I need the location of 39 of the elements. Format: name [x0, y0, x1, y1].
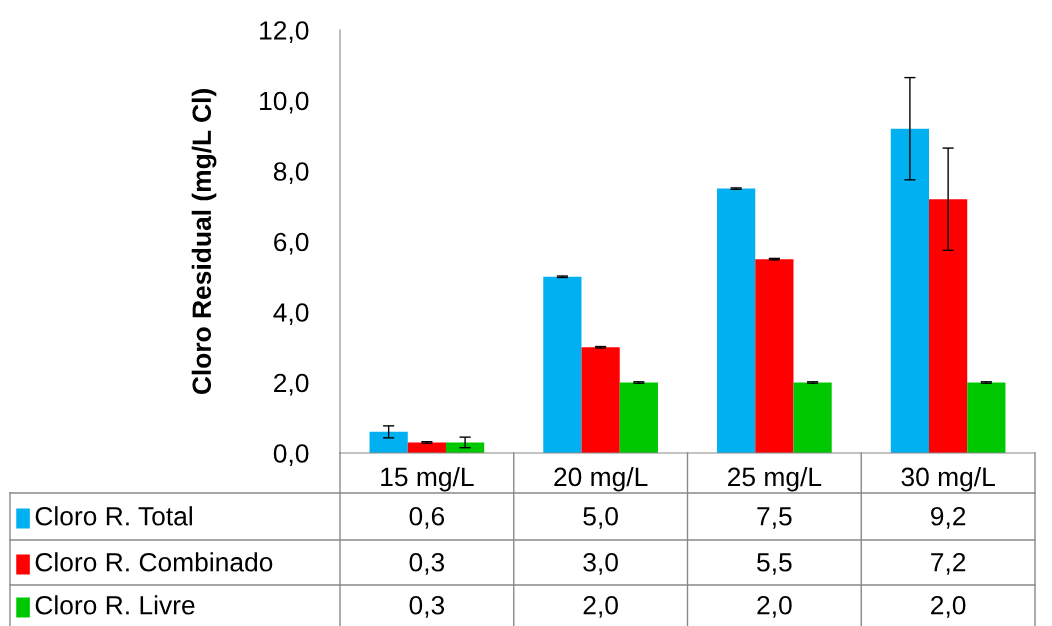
y-tick-label: 2,0: [274, 373, 309, 396]
data-label: 7,2: [931, 552, 966, 575]
x-tick-label: 25 mg/L: [728, 466, 822, 492]
legend-label: Cloro R. Combinado: [35, 552, 273, 572]
bar: [793, 382, 832, 453]
y-tick-label: 0,0: [273, 444, 309, 466]
y-tick-label: 12,0: [260, 21, 309, 43]
y-tick-label: 10,0: [260, 91, 309, 114]
data-label: 2,0: [583, 595, 618, 618]
data-label: 2,0: [757, 595, 792, 618]
data-label: 0,6: [409, 506, 445, 529]
data-label: 2,0: [931, 595, 966, 618]
y-axis-title: Cloro Residual (mg/L Cl): [191, 89, 217, 395]
y-tick-label: 8,0: [273, 162, 309, 184]
x-tick-label: 15 mg/L: [381, 466, 474, 492]
bar: [543, 276, 582, 453]
bar: [619, 382, 658, 453]
data-label: 0,3: [409, 552, 445, 575]
bar: [967, 382, 1006, 453]
bar: [445, 442, 485, 453]
data-label: 7,5: [757, 507, 792, 529]
data-label: 5,0: [583, 506, 618, 529]
bar: [369, 431, 408, 453]
x-tick-label: 30 mg/L: [901, 466, 995, 492]
y-tick-label: 6,0: [274, 232, 309, 255]
bar: [407, 442, 446, 453]
data-label: 5,5: [757, 553, 792, 575]
legend-label: Cloro R. Total: [35, 506, 192, 526]
bar: [755, 259, 794, 453]
x-tick-label: 20 mg/L: [554, 466, 648, 492]
bar: [581, 347, 620, 453]
data-label: 3,0: [583, 552, 618, 575]
bar: [717, 188, 756, 453]
bar: [929, 199, 968, 453]
y-tick-label: 4,0: [273, 303, 309, 325]
data-label: 9,2: [931, 506, 966, 529]
bar: [890, 128, 930, 453]
data-label: 0,3: [409, 595, 445, 618]
legend-label: Cloro R. Livre: [35, 595, 195, 615]
